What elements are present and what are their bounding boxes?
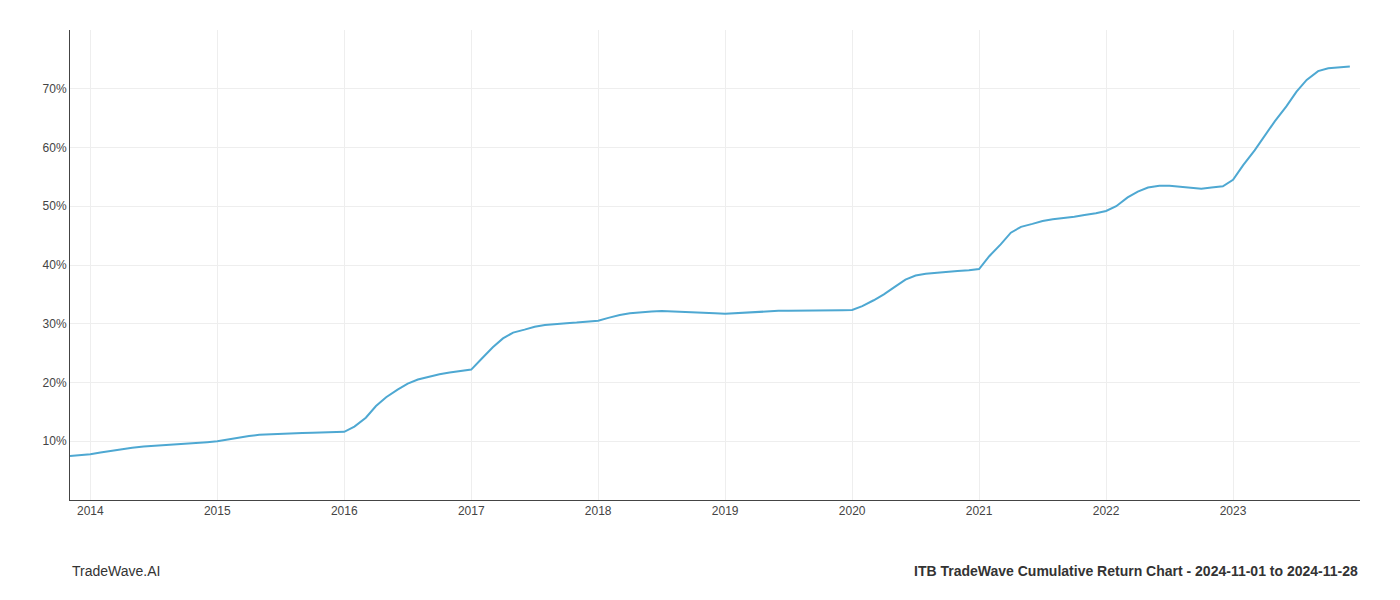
svg-text:70%: 70% [43, 82, 67, 96]
svg-text:2015: 2015 [204, 504, 231, 518]
svg-text:10%: 10% [43, 434, 67, 448]
svg-text:50%: 50% [43, 199, 67, 213]
svg-text:2021: 2021 [966, 504, 993, 518]
svg-text:2022: 2022 [1093, 504, 1120, 518]
svg-text:30%: 30% [43, 317, 67, 331]
svg-text:2018: 2018 [585, 504, 612, 518]
svg-text:60%: 60% [43, 141, 67, 155]
svg-text:20%: 20% [43, 376, 67, 390]
svg-text:2020: 2020 [839, 504, 866, 518]
svg-text:2014: 2014 [77, 504, 104, 518]
svg-text:2016: 2016 [331, 504, 358, 518]
svg-text:2019: 2019 [712, 504, 739, 518]
svg-text:40%: 40% [43, 258, 67, 272]
svg-text:2023: 2023 [1220, 504, 1247, 518]
svg-text:ITB TradeWave Cumulative Retur: ITB TradeWave Cumulative Return Chart - … [914, 563, 1358, 579]
svg-text:2017: 2017 [458, 504, 485, 518]
svg-text:TradeWave.AI: TradeWave.AI [72, 563, 160, 579]
